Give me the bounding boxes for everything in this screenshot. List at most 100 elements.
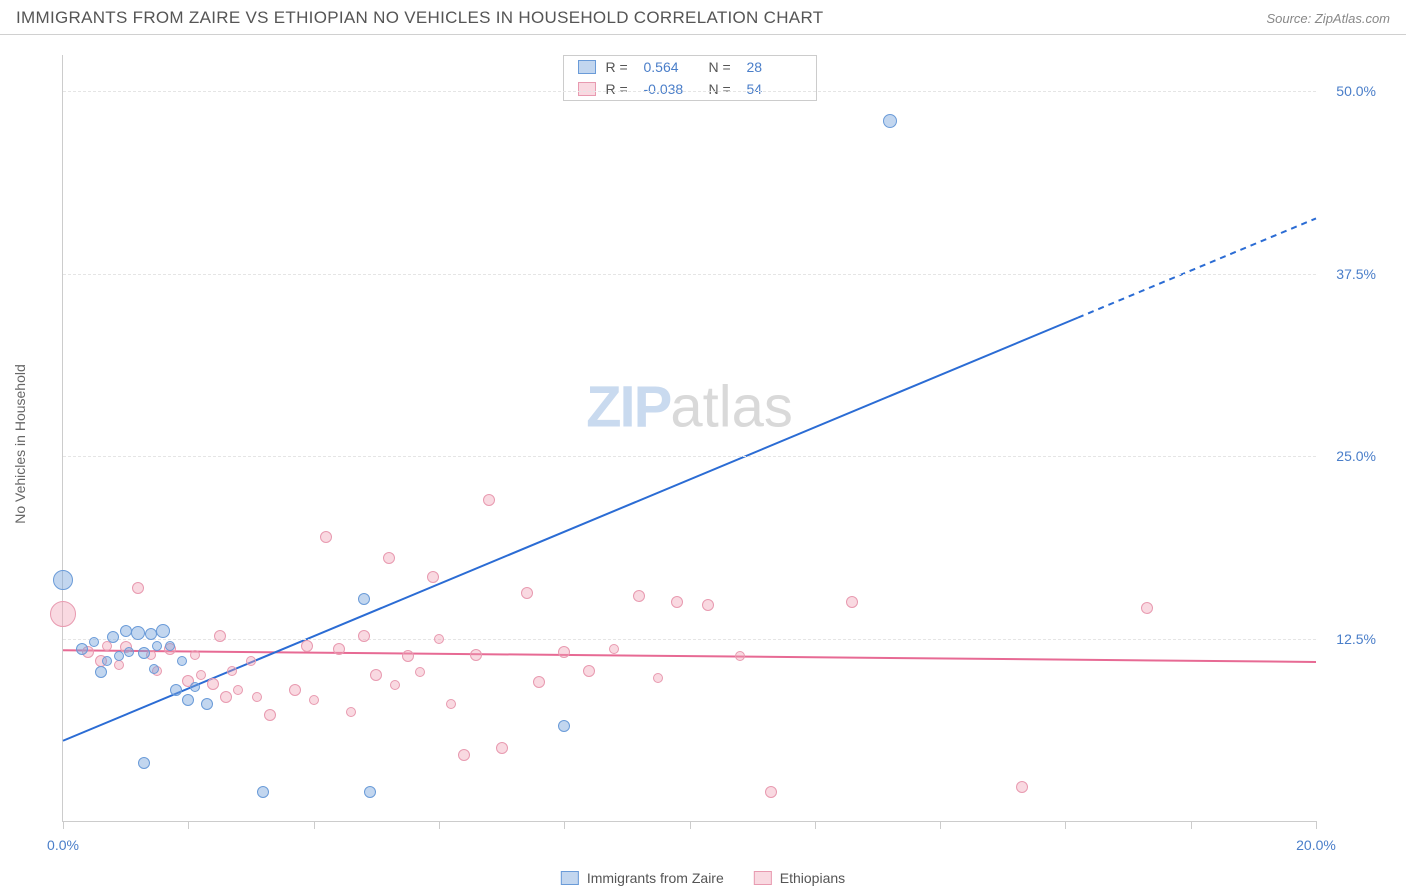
x-tick: [1316, 821, 1317, 829]
data-point-zaire: [138, 647, 150, 659]
data-point-ethiopians: [846, 596, 858, 608]
data-point-ethiopians: [653, 673, 663, 683]
n-value: 54: [747, 81, 802, 97]
data-point-ethiopians: [289, 684, 301, 696]
x-tick: [564, 821, 565, 829]
x-tick: [1065, 821, 1066, 829]
legend-swatch: [561, 871, 579, 885]
data-point-ethiopians: [333, 643, 345, 655]
data-point-zaire: [201, 698, 213, 710]
data-point-zaire: [257, 786, 269, 798]
chart-title: IMMIGRANTS FROM ZAIRE VS ETHIOPIAN NO VE…: [16, 8, 823, 28]
data-point-ethiopians: [207, 678, 219, 690]
legend-swatch: [754, 871, 772, 885]
y-tick-label: 25.0%: [1336, 448, 1376, 464]
chart-source: Source: ZipAtlas.com: [1266, 11, 1390, 26]
x-tick: [1191, 821, 1192, 829]
data-point-zaire: [152, 641, 162, 651]
x-tick: [690, 821, 691, 829]
data-point-zaire: [89, 637, 99, 647]
data-point-ethiopians: [671, 596, 683, 608]
data-point-zaire: [138, 757, 150, 769]
data-point-ethiopians: [264, 709, 276, 721]
data-point-ethiopians: [220, 691, 232, 703]
series-legend: Immigrants from Zaire Ethiopians: [561, 870, 845, 886]
data-point-ethiopians: [427, 571, 439, 583]
data-point-ethiopians: [196, 670, 206, 680]
n-value: 28: [747, 59, 802, 75]
data-point-ethiopians: [765, 786, 777, 798]
x-tick: [940, 821, 941, 829]
y-axis-label: No Vehicles in Household: [12, 364, 28, 524]
data-point-ethiopians: [558, 646, 570, 658]
data-point-zaire: [145, 628, 157, 640]
data-point-zaire: [177, 656, 187, 666]
x-tick-label: 0.0%: [47, 837, 79, 853]
legend-label: Immigrants from Zaire: [587, 870, 724, 886]
data-point-ethiopians: [415, 667, 425, 677]
data-point-ethiopians: [434, 634, 444, 644]
n-label: N =: [709, 81, 737, 97]
data-point-ethiopians: [533, 676, 545, 688]
data-point-ethiopians: [227, 666, 237, 676]
chart-area: No Vehicles in Household ZIPatlas R =0.5…: [50, 45, 1386, 842]
plot-region: ZIPatlas R =0.564N =28R =-0.038N =54 12.…: [62, 55, 1316, 822]
data-point-ethiopians: [446, 699, 456, 709]
data-point-zaire: [53, 570, 73, 590]
data-point-ethiopians: [214, 630, 226, 642]
x-tick: [815, 821, 816, 829]
gridline: [63, 274, 1316, 275]
trend-lines: [63, 55, 1316, 821]
y-tick-label: 12.5%: [1336, 631, 1376, 647]
legend-label: Ethiopians: [780, 870, 845, 886]
legend-swatch: [578, 60, 596, 74]
data-point-ethiopians: [496, 742, 508, 754]
data-point-zaire: [170, 684, 182, 696]
data-point-zaire: [558, 720, 570, 732]
data-point-ethiopians: [246, 656, 256, 666]
data-point-zaire: [124, 647, 134, 657]
data-point-zaire: [182, 694, 194, 706]
data-point-zaire: [358, 593, 370, 605]
r-value: 0.564: [644, 59, 699, 75]
data-point-zaire: [165, 641, 175, 651]
data-point-ethiopians: [358, 630, 370, 642]
data-point-ethiopians: [309, 695, 319, 705]
data-point-ethiopians: [702, 599, 714, 611]
data-point-zaire: [95, 666, 107, 678]
r-value: -0.038: [644, 81, 699, 97]
data-point-ethiopians: [609, 644, 619, 654]
data-point-ethiopians: [320, 531, 332, 543]
data-point-ethiopians: [1141, 602, 1153, 614]
data-point-zaire: [102, 656, 112, 666]
n-label: N =: [709, 59, 737, 75]
data-point-ethiopians: [521, 587, 533, 599]
x-tick-label: 20.0%: [1296, 837, 1336, 853]
x-tick: [63, 821, 64, 829]
data-point-zaire: [76, 643, 88, 655]
data-point-ethiopians: [370, 669, 382, 681]
x-tick: [188, 821, 189, 829]
y-tick-label: 50.0%: [1336, 83, 1376, 99]
data-point-zaire: [131, 626, 145, 640]
gridline: [63, 456, 1316, 457]
x-tick: [439, 821, 440, 829]
data-point-ethiopians: [301, 640, 313, 652]
data-point-ethiopians: [583, 665, 595, 677]
data-point-ethiopians: [190, 650, 200, 660]
gridline: [63, 91, 1316, 92]
data-point-zaire: [364, 786, 376, 798]
data-point-ethiopians: [483, 494, 495, 506]
correlation-legend: R =0.564N =28R =-0.038N =54: [563, 55, 817, 101]
legend-row: R =0.564N =28: [564, 56, 816, 78]
data-point-ethiopians: [633, 590, 645, 602]
data-point-zaire: [156, 624, 170, 638]
data-point-ethiopians: [252, 692, 262, 702]
data-point-zaire: [149, 664, 159, 674]
data-point-ethiopians: [346, 707, 356, 717]
data-point-ethiopians: [402, 650, 414, 662]
data-point-zaire: [120, 625, 132, 637]
data-point-ethiopians: [233, 685, 243, 695]
data-point-ethiopians: [50, 601, 76, 627]
legend-item: Ethiopians: [754, 870, 845, 886]
